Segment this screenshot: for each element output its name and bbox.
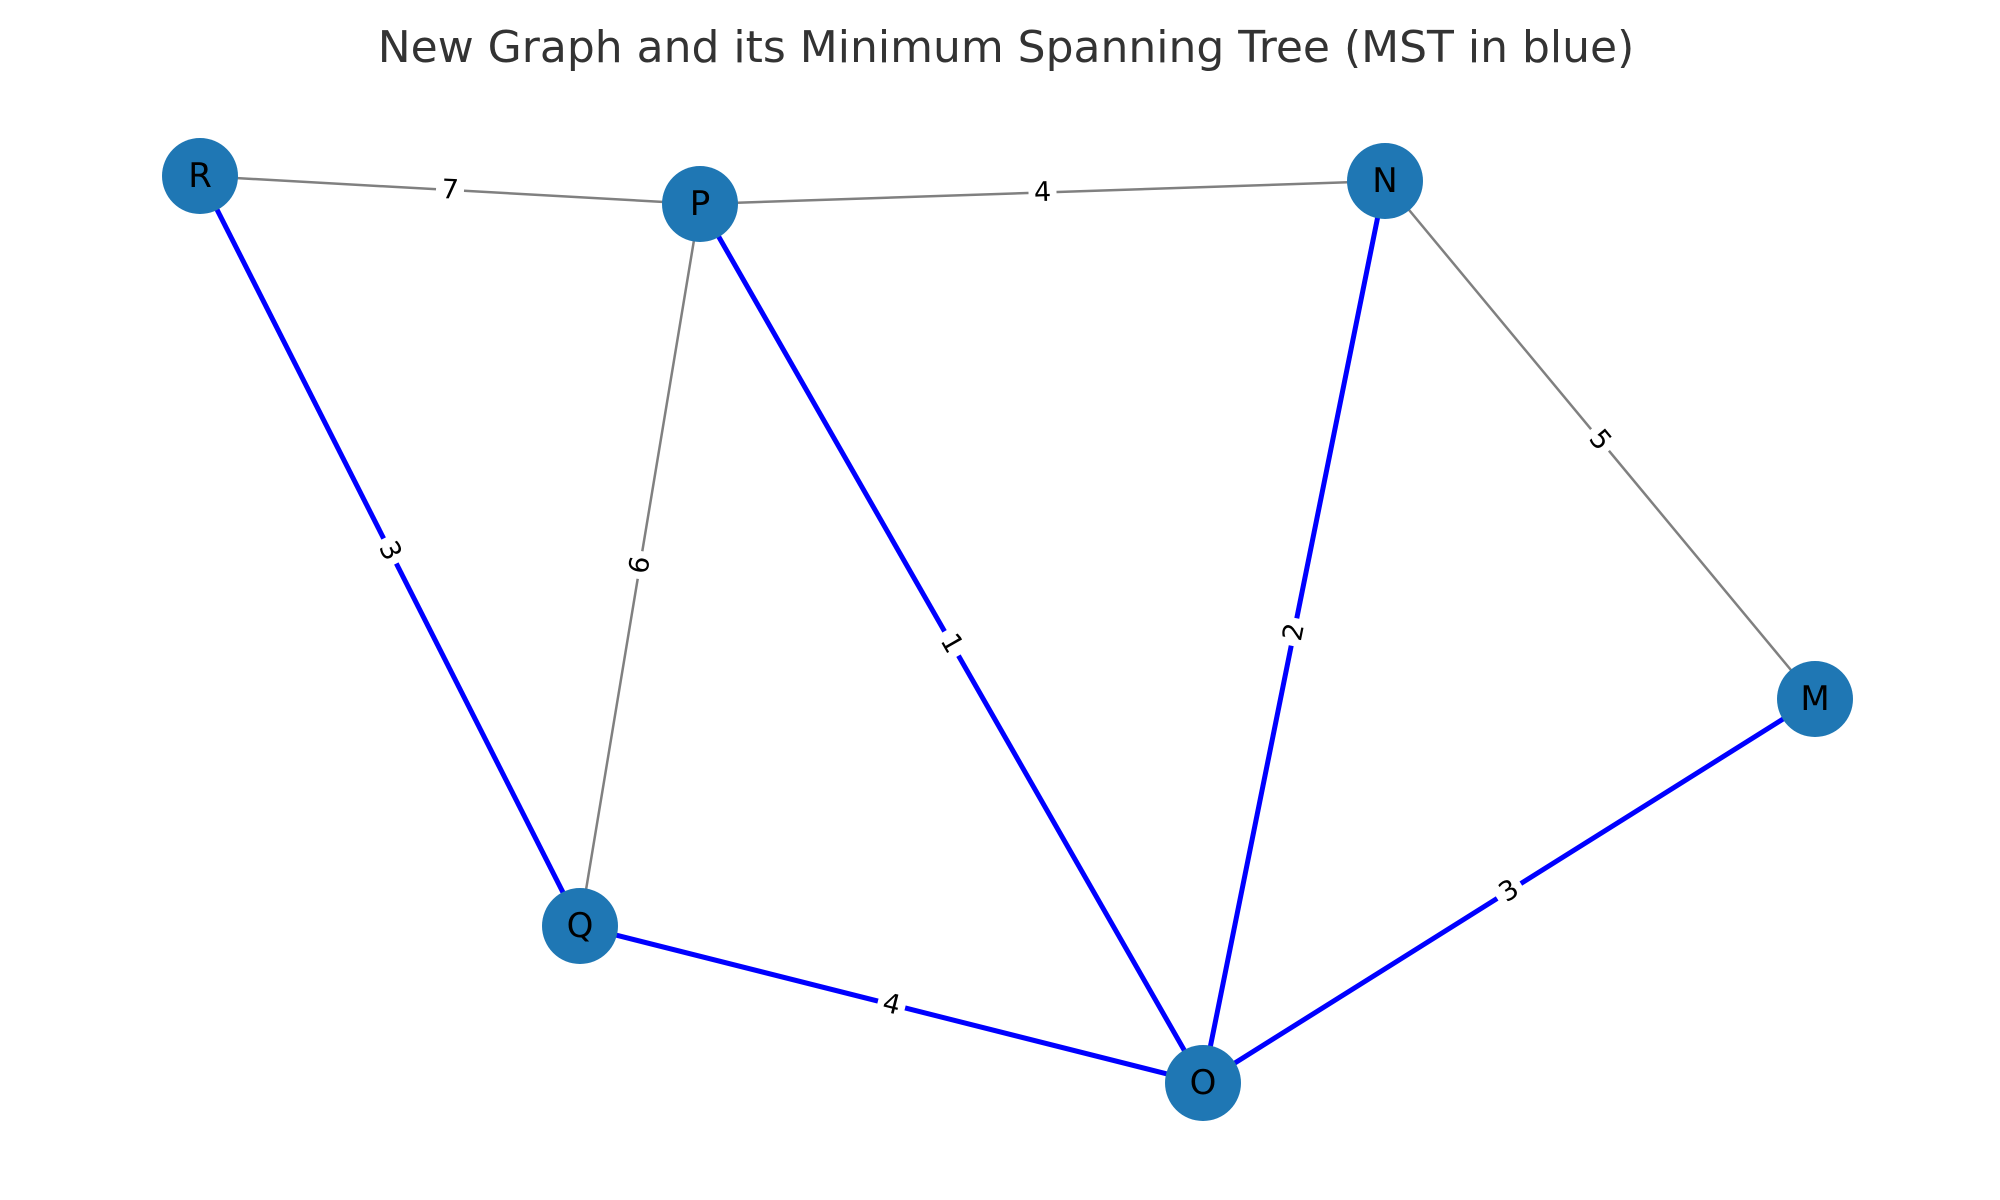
node-circle: [662, 166, 738, 242]
edge-weight-p-o: 1: [930, 623, 973, 664]
node-r: R: [162, 138, 238, 214]
edge-weight-background: [874, 985, 909, 1024]
edge-weight-background: [1275, 615, 1313, 649]
edge-weight-m-o: 3: [1488, 870, 1530, 912]
edges-layer: [197, 174, 1817, 1086]
node-n: N: [1347, 143, 1423, 219]
edge-weight-n-m: 5: [1578, 419, 1622, 461]
edge-weight-text: 7: [441, 174, 460, 206]
edge-weight-background: [930, 623, 973, 664]
edge-weight-background: [1027, 176, 1058, 209]
edge-weight-n-o: 2: [1275, 615, 1313, 649]
edge-weight-background: [435, 173, 465, 207]
node-label: O: [1190, 1063, 1217, 1103]
edge-weight-q-o: 4: [874, 985, 909, 1024]
node-q: Q: [542, 888, 618, 964]
edge-weight-text: 2: [1277, 621, 1311, 644]
edge-weight-background: [369, 531, 411, 571]
node-circle: [162, 138, 238, 214]
node-label: Q: [567, 906, 594, 946]
node-label: P: [690, 184, 711, 224]
node-circle: [1777, 661, 1853, 737]
node-p: P: [662, 166, 738, 242]
edge-weight-text: 6: [623, 554, 656, 576]
nodes-layer: R P N M Q O: [162, 138, 1853, 1121]
edge-weight-text: 4: [1033, 177, 1051, 209]
edge-weight-background: [1578, 419, 1622, 461]
node-label: M: [1800, 679, 1829, 719]
edge-weight-background: [621, 548, 659, 582]
node-o: O: [1165, 1045, 1241, 1121]
node-m: M: [1777, 661, 1853, 737]
edge-weight-r-p: 7: [435, 173, 465, 207]
diagram-title: New Graph and its Minimum Spanning Tree …: [378, 22, 1635, 73]
edge-weight-p-n: 4: [1027, 176, 1058, 209]
node-circle: [542, 888, 618, 964]
node-circle: [1347, 143, 1423, 219]
node-label: N: [1372, 161, 1397, 201]
node-label: R: [188, 156, 212, 196]
edge-weight-r-q: 3: [369, 531, 411, 571]
node-circle: [1165, 1045, 1241, 1121]
edge-weight-p-q: 6: [621, 548, 659, 582]
edge-weight-background: [1488, 870, 1530, 912]
